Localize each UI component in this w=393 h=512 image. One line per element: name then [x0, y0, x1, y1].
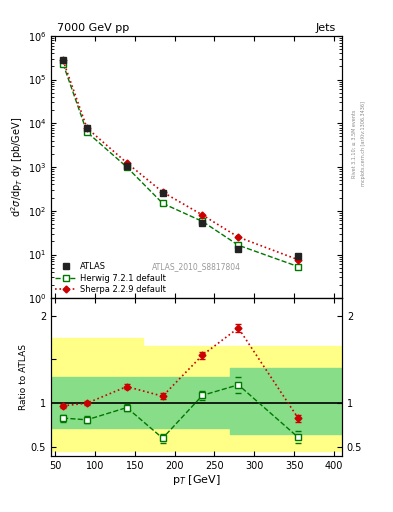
Text: mcplots.cern.ch [arXiv:1306.3436]: mcplots.cern.ch [arXiv:1306.3436]	[361, 101, 366, 186]
Text: ATLAS_2010_S8817804: ATLAS_2010_S8817804	[152, 262, 241, 271]
Y-axis label: d$^2\sigma$/dp$_T$ dy [pb/GeV]: d$^2\sigma$/dp$_T$ dy [pb/GeV]	[9, 117, 25, 217]
X-axis label: p$_T$ [GeV]: p$_T$ [GeV]	[172, 473, 221, 487]
Text: 7000 GeV pp: 7000 GeV pp	[57, 23, 129, 33]
Text: Jets: Jets	[316, 23, 336, 33]
Text: Rivet 3.1.10; ≥ 3.5M events: Rivet 3.1.10; ≥ 3.5M events	[352, 109, 357, 178]
Legend: ATLAS, Herwig 7.2.1 default, Sherpa 2.2.9 default: ATLAS, Herwig 7.2.1 default, Sherpa 2.2.…	[55, 262, 166, 294]
Y-axis label: Ratio to ATLAS: Ratio to ATLAS	[19, 344, 28, 410]
